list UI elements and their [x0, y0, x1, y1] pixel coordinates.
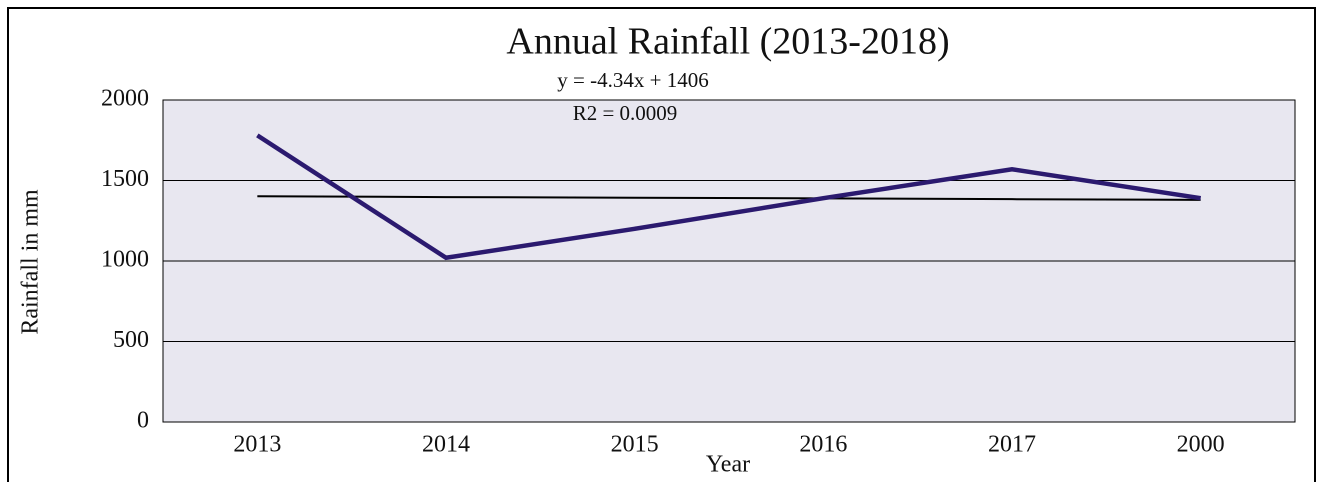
chart-title: Annual Rainfall (2013-2018): [506, 21, 949, 63]
x-tick-label: 2016: [799, 432, 847, 458]
x-axis-label: Year: [706, 452, 750, 478]
y-axis-label: Rainfall in mm: [18, 189, 44, 335]
x-tick-label: 2014: [422, 432, 470, 458]
annotation: R2 = 0.0009: [573, 101, 678, 125]
x-tick-label: 2013: [233, 432, 281, 458]
frame: [7, 7, 1316, 482]
x-tick-label: 2015: [611, 432, 659, 458]
y-tick-label: 1000: [101, 247, 149, 273]
x-tick-label: 2000: [1177, 432, 1225, 458]
y-tick-label: 500: [113, 327, 149, 353]
trendline: [257, 195, 1201, 201]
y-tick-label: 2000: [101, 86, 149, 112]
y-tick-label: 0: [137, 408, 149, 434]
data-line: [256, 133, 1202, 261]
y-tick-label: 1500: [101, 166, 149, 192]
x-tick-label: 2017: [988, 432, 1036, 458]
annotation: y = -4.34x + 1406: [557, 68, 708, 92]
